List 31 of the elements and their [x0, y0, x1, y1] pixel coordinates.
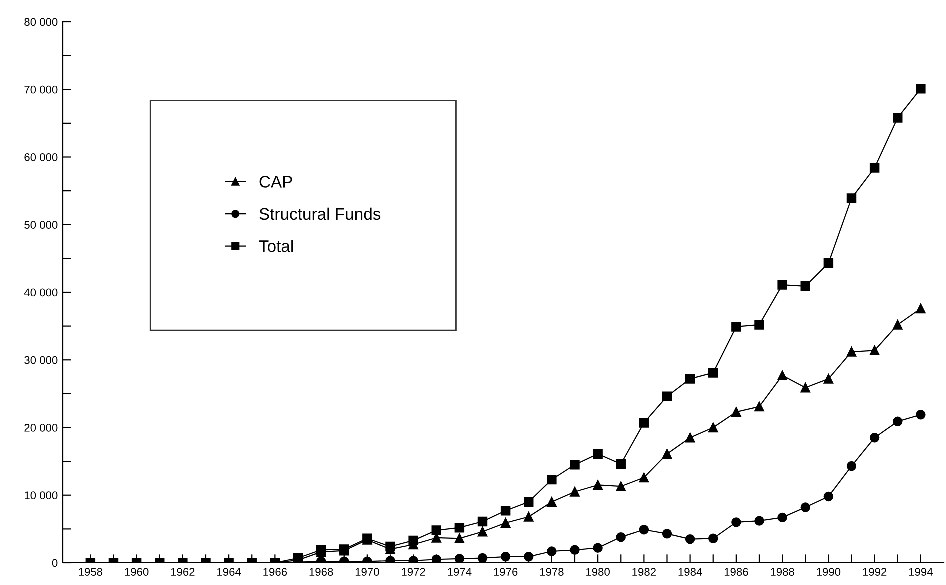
x-tick-label: 1978 — [540, 568, 564, 576]
y-tick-label: 20 000 — [24, 424, 58, 432]
x-tick-label: 1972 — [402, 568, 426, 576]
y-tick-label: 50 000 — [24, 221, 58, 230]
x-tick-label: 1984 — [678, 568, 702, 576]
x-tick-label: 1958 — [79, 568, 103, 576]
legend-label: CAP — [260, 176, 292, 188]
x-tick-label: 1962 — [171, 568, 195, 576]
x-tick-label: 1966 — [264, 568, 288, 576]
legend-label: Total — [259, 240, 294, 252]
x-tick-label: 1960 — [125, 568, 149, 576]
x-tick-label: 1994 — [909, 568, 933, 576]
x-tick-label: 1970 — [356, 568, 380, 576]
x-tick-label: 1968 — [310, 568, 334, 576]
y-tick-label: 10 000 — [25, 492, 58, 500]
x-tick-label: 1986 — [724, 568, 748, 576]
x-tick-label: 1988 — [771, 568, 794, 576]
x-tick-label: 1974 — [448, 568, 472, 576]
x-tick-label: 1976 — [494, 568, 518, 576]
x-tick-label: 1990 — [817, 568, 841, 576]
x-tick-label: 1964 — [218, 568, 242, 576]
x-tick-label: 1992 — [863, 568, 887, 576]
x-tick-label: 1982 — [632, 568, 656, 576]
y-tick-label: 40 000 — [24, 288, 58, 297]
y-tick-label: 0 — [52, 559, 58, 568]
y-tick-label: 70 000 — [24, 86, 58, 94]
x-tick-label: 1980 — [586, 568, 610, 576]
y-tick-label: 30 000 — [24, 356, 58, 364]
y-tick-label: 80 000 — [24, 18, 58, 26]
y-tick-label: 60 000 — [24, 154, 58, 162]
legend-label: Structural Funds — [260, 208, 381, 220]
